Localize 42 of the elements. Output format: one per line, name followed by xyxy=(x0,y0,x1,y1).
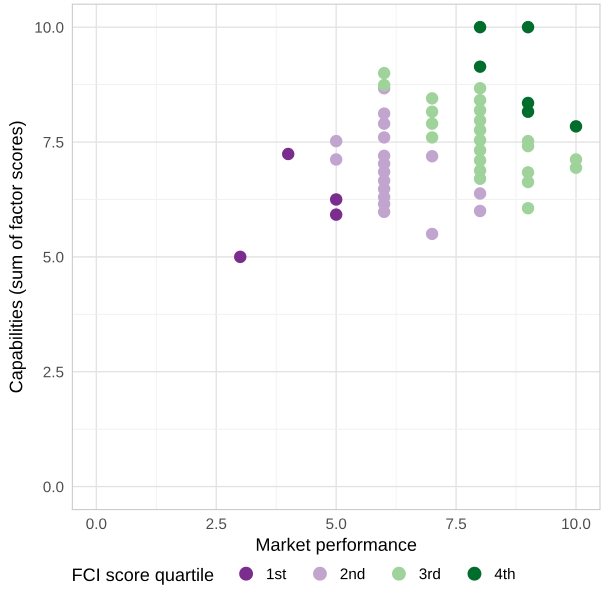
point xyxy=(330,153,342,166)
point xyxy=(570,120,582,133)
point xyxy=(426,131,438,144)
point xyxy=(426,150,438,162)
point xyxy=(378,131,390,144)
x-tick-label: 10.0 xyxy=(562,518,590,530)
legend-label: 2nd xyxy=(340,568,364,580)
x-axis-title: Market performance xyxy=(256,538,416,555)
y-tick-label: 10.0 xyxy=(35,22,64,33)
point xyxy=(330,208,342,221)
point xyxy=(522,202,534,214)
point xyxy=(522,20,534,34)
y-tick-label: 5.0 xyxy=(43,252,64,263)
y-tick-label: 0.0 xyxy=(43,481,64,492)
point xyxy=(282,148,294,160)
point xyxy=(522,176,534,188)
point xyxy=(378,66,390,80)
x-tick-label: 2.5 xyxy=(206,518,226,530)
point xyxy=(378,78,390,92)
x-tick-label: 5.0 xyxy=(326,518,346,530)
x-tick-label: 7.5 xyxy=(446,518,466,530)
point xyxy=(378,117,390,130)
point xyxy=(234,250,246,264)
point xyxy=(330,193,342,206)
point xyxy=(426,117,438,130)
point xyxy=(426,105,438,118)
point xyxy=(474,82,486,94)
y-tick-label: 2.5 xyxy=(44,366,64,378)
legend-label: 3rd xyxy=(419,568,440,580)
legend-title: FCI score quartile xyxy=(73,568,214,585)
y-tick-label: 7.5 xyxy=(44,137,64,148)
legend-label: 1st xyxy=(267,568,286,580)
point xyxy=(474,60,486,73)
point xyxy=(426,228,438,240)
x-tick-label: 0.0 xyxy=(86,518,106,530)
point xyxy=(426,92,438,105)
y-axis-title: Capabilities (sum of factor scores) xyxy=(9,122,26,392)
point xyxy=(330,134,342,148)
point xyxy=(474,187,486,200)
legend-label: 4th xyxy=(494,568,515,580)
point xyxy=(474,204,486,218)
point xyxy=(474,20,486,34)
